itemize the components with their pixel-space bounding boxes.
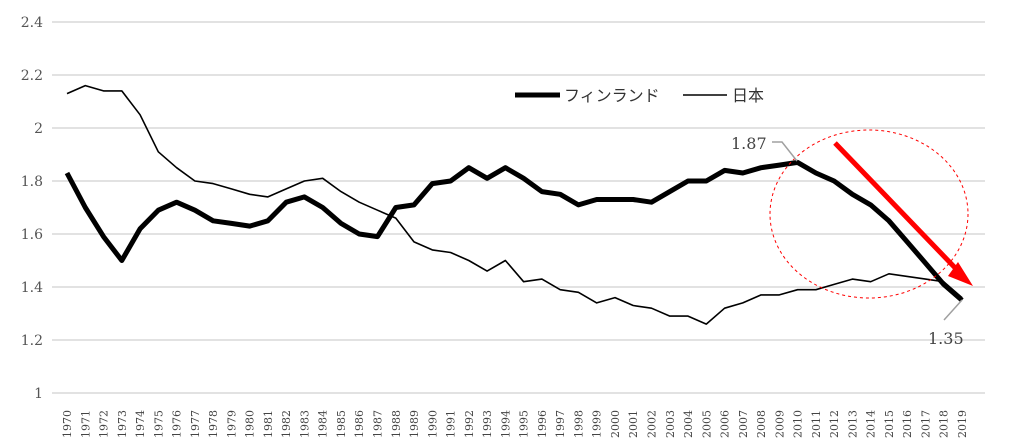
x-tick-label: 2002 — [645, 410, 658, 438]
y-tick-label: 1.8 — [21, 174, 43, 190]
x-tick-label: 2010 — [792, 410, 805, 438]
x-tick-label: 1991 — [445, 410, 458, 438]
highlight-ellipse — [769, 129, 969, 299]
x-tick-label: 2014 — [865, 410, 878, 438]
x-tick-label: 2006 — [719, 410, 732, 438]
series-lines — [64, 84, 964, 325]
x-tick-label: 1977 — [189, 410, 202, 438]
x-tick-label: 2017 — [919, 410, 932, 438]
arrow-head-icon — [948, 262, 973, 286]
x-tick-label: 1971 — [79, 410, 92, 438]
legend-label-japan: 日本 — [732, 86, 764, 105]
x-tick-label: 1982 — [280, 410, 293, 438]
x-tick-label: 2007 — [737, 410, 750, 438]
annotation-1-35: 1.35 — [928, 329, 964, 348]
leader-line-135 — [943, 299, 963, 321]
x-tick-label: 1974 — [134, 410, 147, 438]
leader-line-1987 — [772, 141, 798, 162]
legend: フィンランド 日本 — [515, 86, 764, 105]
x-tick-label: 1997 — [554, 410, 567, 438]
x-tick-label: 1992 — [463, 410, 476, 438]
x-tick-label: 2005 — [700, 410, 713, 438]
x-tick-label: 1970 — [61, 410, 74, 438]
x-tick-label: 2016 — [901, 410, 914, 438]
x-tick-label: 1976 — [171, 410, 184, 438]
series-line-1 — [66, 84, 963, 325]
y-tick-label: 2.2 — [21, 68, 43, 84]
x-tick-label: 1973 — [116, 410, 129, 438]
y-tick-label: 1.6 — [21, 227, 43, 243]
x-tick-label: 2019 — [956, 410, 969, 438]
y-axis-ticks: 1 1.2 1.4 1.6 1.8 2 2.2 2.4 — [21, 15, 43, 402]
x-tick-label: 1979 — [225, 410, 238, 438]
x-tick-label: 1988 — [390, 410, 403, 438]
y-tick-label: 1 — [34, 386, 43, 402]
y-tick-label: 1.4 — [21, 280, 43, 296]
x-tick-label: 1990 — [426, 410, 439, 438]
trend-arrow — [833, 141, 964, 277]
x-tick-label: 1978 — [207, 410, 220, 438]
x-tick-label: 1987 — [372, 410, 385, 438]
y-tick-label: 2.4 — [21, 15, 43, 31]
x-tick-label: 1972 — [98, 410, 111, 438]
series-line-0 — [64, 159, 964, 303]
annotation-1-87: 1.87 — [731, 134, 767, 153]
x-tick-label: 2003 — [664, 410, 677, 438]
x-tick-label: 1980 — [244, 410, 257, 438]
x-tick-label: 2000 — [609, 410, 622, 438]
x-tick-label: 1996 — [536, 410, 549, 438]
x-tick-label: 2018 — [938, 410, 951, 438]
x-tick-label: 2011 — [810, 410, 823, 438]
x-tick-label: 1993 — [481, 410, 494, 438]
gridlines — [52, 21, 985, 394]
y-tick-label: 2 — [34, 121, 43, 137]
x-tick-label: 1975 — [152, 410, 165, 438]
x-tick-label: 2015 — [883, 410, 896, 438]
x-tick-label: 1995 — [518, 410, 531, 438]
annotations: 1.87 1.35 — [731, 134, 964, 348]
x-tick-label: 2008 — [755, 410, 768, 438]
x-tick-label: 2004 — [682, 410, 695, 438]
x-tick-label: 1998 — [572, 410, 585, 438]
x-tick-label: 2013 — [846, 410, 859, 438]
x-tick-label: 1983 — [298, 410, 311, 438]
x-tick-label: 1981 — [262, 410, 275, 438]
x-tick-label: 1994 — [499, 410, 512, 438]
x-tick-label: 2009 — [773, 410, 786, 438]
x-axis-ticks: 1970 1971 1972 1973 1974 1975 1976 1977 1978 1979… — [61, 410, 969, 438]
x-tick-label: 2001 — [627, 410, 640, 438]
x-tick-label: 1999 — [591, 410, 604, 438]
x-tick-label: 1985 — [335, 410, 348, 438]
legend-label-finland: フィンランド — [564, 86, 660, 105]
y-tick-label: 1.2 — [21, 333, 43, 349]
x-tick-label: 1989 — [408, 410, 421, 438]
highlight — [769, 129, 973, 299]
x-tick-label: 2012 — [828, 410, 841, 438]
x-tick-label: 1984 — [317, 410, 330, 438]
x-tick-label: 1986 — [353, 410, 366, 438]
